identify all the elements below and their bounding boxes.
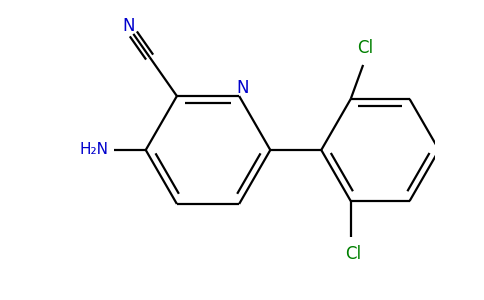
Text: Cl: Cl [345, 245, 361, 263]
Text: N: N [122, 17, 135, 35]
Text: H₂N: H₂N [79, 142, 108, 158]
Text: N: N [236, 79, 249, 97]
Text: Cl: Cl [357, 39, 374, 57]
